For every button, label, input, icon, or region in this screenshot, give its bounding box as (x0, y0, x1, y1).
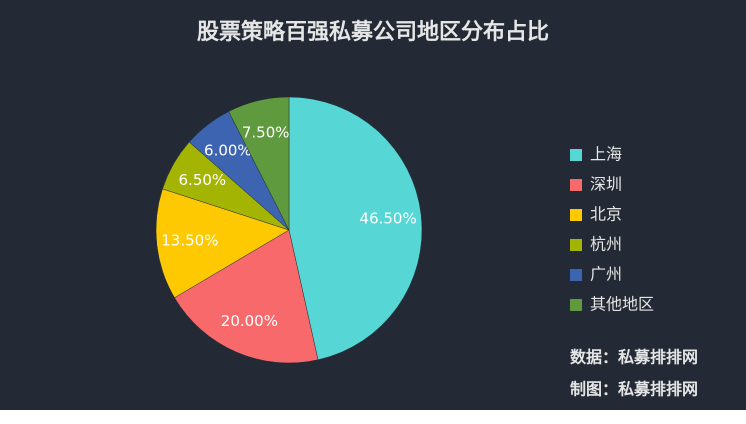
pie-slice (174, 229, 319, 364)
data-label: 6.50% (179, 171, 227, 189)
legend-swatch (570, 239, 582, 251)
data-label: 6.00% (204, 142, 252, 160)
legend-label: 杭州 (590, 235, 622, 254)
data-label: 13.50% (161, 231, 218, 249)
source-note: 数据：私募排排网 (570, 348, 698, 367)
legend-swatch (570, 149, 582, 161)
legend-swatch (570, 209, 582, 221)
pie-slice (288, 96, 423, 361)
chart-title: 股票策略百强私募公司地区分布占比 (197, 19, 549, 45)
legend-label: 其他地区 (590, 295, 654, 314)
legend-label: 深圳 (590, 175, 622, 194)
legend-swatch (570, 299, 582, 311)
data-label: 46.50% (360, 210, 417, 228)
credit-note: 制图：私募排排网 (570, 380, 698, 399)
data-label: 7.50% (242, 124, 290, 142)
legend-swatch (570, 269, 582, 281)
legend-label: 上海 (590, 145, 622, 164)
legend-label: 北京 (590, 205, 622, 224)
legend-swatch (570, 179, 582, 191)
pie-slice (155, 188, 290, 299)
data-label: 20.00% (221, 312, 278, 330)
legend-label: 广州 (590, 265, 622, 284)
pie-slice (228, 96, 290, 231)
